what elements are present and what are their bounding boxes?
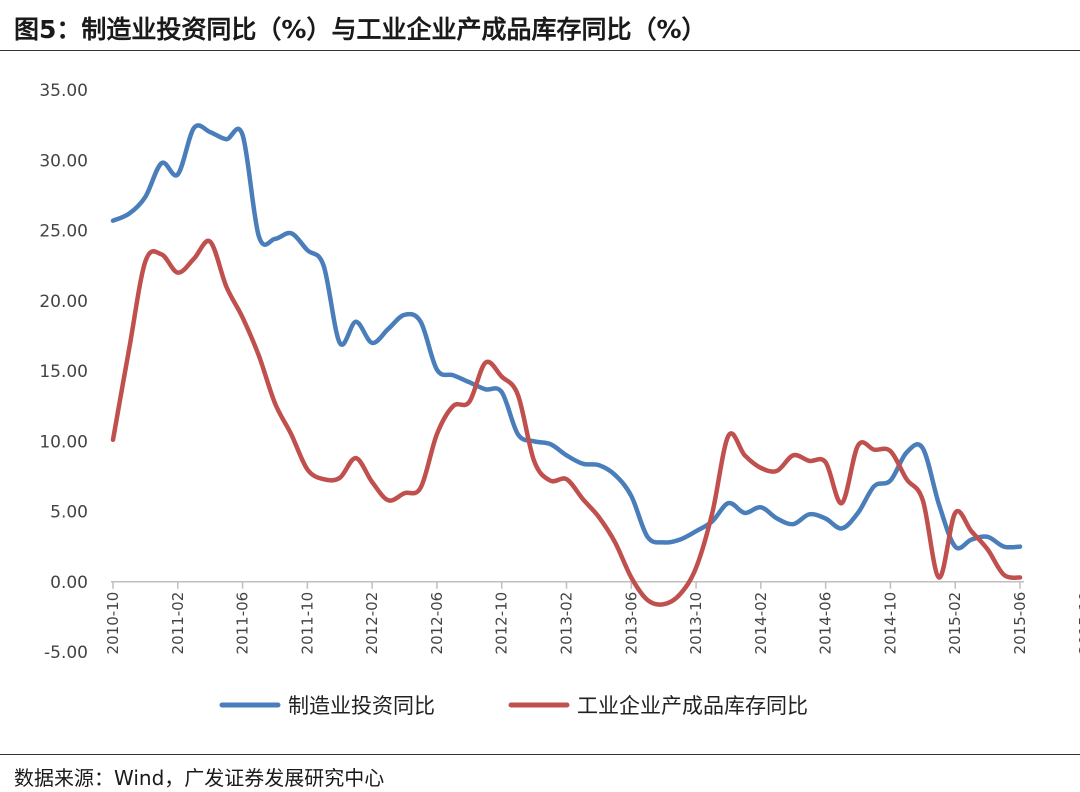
y-tick-label: -5.00: [44, 643, 88, 663]
y-tick-label: 25.00: [39, 222, 88, 242]
data-source: 数据来源：Wind，广发证券发展研究中心: [14, 766, 385, 790]
legend-label: 工业企业产成品库存同比: [577, 694, 808, 718]
x-tick-label: 2014-06: [817, 592, 835, 655]
x-tick-label: 2015-02: [946, 592, 964, 655]
y-axis-ticks: 35.00 30.00 25.00 20.00 15.00 10.00 5.00 0.00 -5…: [39, 81, 88, 663]
x-tick-label: 2013-06: [622, 592, 640, 655]
title-divider: [0, 50, 1080, 51]
figure-title: 图5：制造业投资同比（%）与工业企业产成品库存同比（%）: [14, 15, 707, 44]
x-tick-label: 2015-10: [1076, 592, 1080, 655]
series-line-finished-goods-inventory: [110, 238, 1023, 607]
x-tick-label: 2012-06: [428, 592, 446, 655]
x-tick-label: 2013-10: [687, 592, 705, 655]
source-divider: [0, 754, 1080, 755]
x-tick-label: 2011-10: [298, 592, 316, 655]
x-tick-label: 2014-02: [752, 592, 770, 655]
x-tick-label: 2011-06: [234, 592, 252, 655]
legend-label: 制造业投资同比: [288, 694, 435, 718]
x-tick-label: 2013-02: [558, 592, 576, 655]
x-tick-label: 2011-02: [169, 592, 187, 655]
y-tick-label: 0.00: [50, 573, 88, 593]
x-tick-label: 2012-10: [493, 592, 511, 655]
x-tick-label: 2010-10: [104, 592, 122, 655]
legend: 制造业投资同比 工业企业产成品库存同比: [219, 694, 808, 718]
y-tick-label: 30.00: [39, 151, 88, 171]
y-tick-label: 5.00: [50, 503, 88, 523]
line-chart: 35.00 30.00 25.00 20.00 15.00 10.00 5.00 0.00 -5…: [39, 81, 1080, 718]
y-tick-label: 15.00: [39, 362, 88, 382]
series-lines: [110, 123, 1023, 607]
y-tick-label: 10.00: [39, 432, 88, 452]
x-axis: 2010-10 2011-02 2011-06 2011-10 2012-02 2012-…: [104, 581, 1080, 655]
x-tick-label: 2014-10: [881, 592, 899, 655]
y-tick-label: 20.00: [39, 292, 88, 312]
y-tick-label: 35.00: [39, 81, 88, 101]
x-tick-label: 2015-06: [1011, 592, 1029, 655]
series-line-manufacturing-investment: [110, 123, 1023, 551]
x-tick-label: 2012-02: [363, 592, 381, 655]
